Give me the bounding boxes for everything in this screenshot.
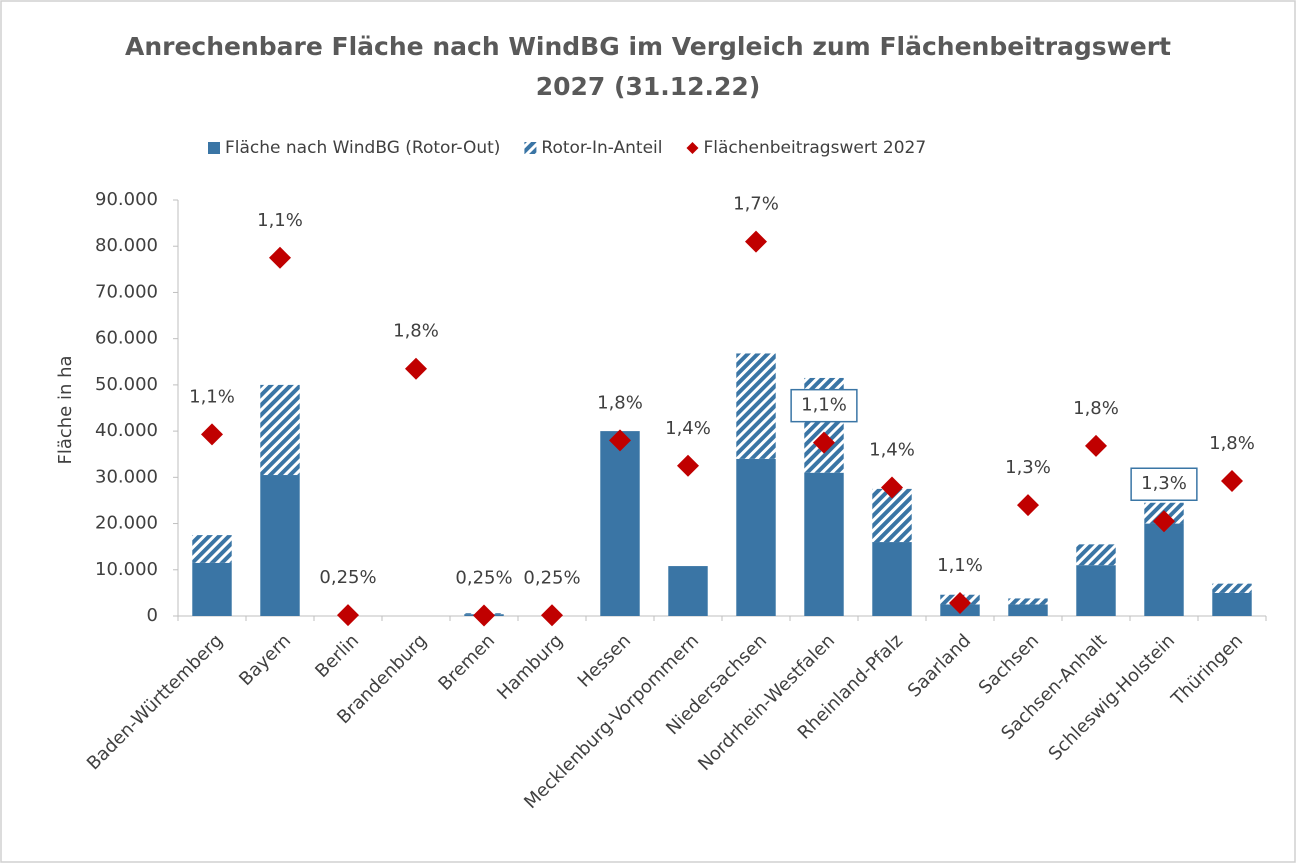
diamond-marker	[337, 604, 359, 627]
diamond-marker	[949, 592, 971, 615]
y-tick-label: 60.000	[95, 328, 158, 349]
legend: Fläche nach WindBG (Rotor-Out) Rotor-In-A…	[208, 138, 926, 158]
diamond-marker	[881, 476, 903, 499]
bar	[1144, 523, 1184, 616]
bar	[736, 458, 776, 616]
y-tick-label: 10.000	[95, 559, 158, 580]
percent-label: 1,8%	[393, 321, 439, 342]
legend-swatch	[686, 142, 699, 154]
diamond-marker	[201, 423, 223, 446]
percent-label: 1,1%	[189, 386, 235, 407]
diamond-marker	[745, 230, 767, 253]
bar	[1076, 565, 1116, 616]
legend-label: Flächenbeitragswert 2027	[703, 138, 926, 158]
y-tick-label: 0	[147, 605, 158, 626]
diamond-marker	[405, 357, 427, 380]
diamond-marker	[677, 454, 699, 477]
bar	[192, 562, 232, 616]
percent-label: 0,25%	[455, 568, 512, 589]
percent-label: 1,3%	[1141, 473, 1187, 494]
hatched-bar	[1212, 583, 1252, 593]
hatched-bar	[192, 535, 232, 563]
percent-label: 1,1%	[257, 210, 303, 231]
bar	[600, 431, 640, 616]
bar	[872, 542, 912, 616]
bar	[260, 475, 300, 616]
percent-label: 1,8%	[1209, 433, 1255, 454]
diamond-marker	[1085, 434, 1107, 457]
percent-label: 1,7%	[733, 194, 779, 215]
diamond-marker	[1153, 510, 1175, 533]
y-tick-label: 50.000	[95, 374, 158, 395]
diamond-marker	[609, 429, 631, 452]
percent-label: 0,25%	[523, 567, 580, 588]
y-tick-label: 90.000	[95, 189, 158, 210]
legend-swatch	[208, 142, 220, 154]
legend-label: Fläche nach WindBG (Rotor-Out)	[225, 138, 500, 158]
legend-swatch	[524, 142, 537, 154]
hatched-bar	[736, 353, 776, 459]
bar	[1008, 604, 1048, 616]
y-tick-label: 40.000	[95, 420, 158, 441]
hatched-bar	[1076, 544, 1116, 566]
bar	[804, 472, 844, 616]
percent-label: 1,8%	[597, 392, 643, 413]
percent-label: 1,3%	[1005, 457, 1051, 478]
percent-label: 1,1%	[801, 395, 847, 416]
diamond-marker	[1017, 494, 1039, 517]
percent-label: 1,4%	[665, 418, 711, 439]
label-box	[1130, 467, 1198, 501]
chart-title: 2027 (31.12.22)	[536, 72, 761, 101]
y-axis-label: Fläche in ha	[55, 355, 76, 464]
bar	[1212, 592, 1252, 616]
percent-label: 0,25%	[319, 567, 376, 588]
diamond-marker	[541, 604, 563, 627]
y-tick-label: 20.000	[95, 513, 158, 534]
percent-label: 1,1%	[937, 555, 983, 576]
percent-label: 1,8%	[1073, 398, 1119, 419]
diamond-marker	[473, 604, 495, 627]
y-tick-label: 80.000	[95, 235, 158, 256]
hatched-bar	[1008, 598, 1048, 605]
diamond-marker	[813, 431, 835, 454]
y-tick-label: 70.000	[95, 281, 158, 302]
legend-label: Rotor-In-Anteil	[541, 138, 662, 158]
hatched-bar	[260, 384, 300, 476]
y-tick-label: 30.000	[95, 466, 158, 487]
diamond-marker	[1221, 470, 1243, 493]
bar	[668, 566, 708, 616]
percent-label: 1,4%	[869, 440, 915, 461]
label-box	[790, 388, 858, 423]
chart-title: Anrechenbare Fläche nach WindBG im Vergl…	[125, 32, 1171, 61]
diamond-marker	[269, 246, 291, 269]
